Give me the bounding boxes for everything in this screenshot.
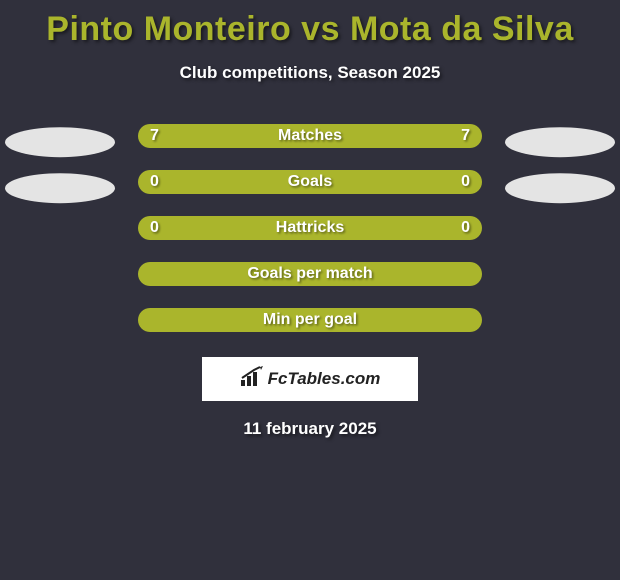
- snapshot-date: 11 february 2025: [0, 419, 620, 439]
- stat-row: Goals per match: [0, 259, 620, 305]
- stat-label: Min per goal: [263, 311, 357, 329]
- stat-label: Goals per match: [247, 265, 372, 283]
- stat-value-left: 7: [150, 127, 159, 145]
- player-right-ellipse: [505, 127, 615, 157]
- stat-value-right: 7: [461, 127, 470, 145]
- stat-value-right: 0: [461, 173, 470, 191]
- comparison-subtitle: Club competitions, Season 2025: [0, 63, 620, 83]
- chart-icon: [240, 366, 264, 393]
- stat-rows: 7 Matches 7 0 Goals 0 0 Hattricks 0 Goals per mat…: [0, 121, 620, 351]
- stat-row: 0 Goals 0: [0, 167, 620, 213]
- stat-label: Hattricks: [276, 219, 344, 237]
- logo-box: FcTables.com: [202, 357, 418, 401]
- stat-row: Min per goal: [0, 305, 620, 351]
- player-left-ellipse: [5, 173, 115, 203]
- logo-text: FcTables.com: [268, 369, 381, 389]
- stat-bar: 7 Matches 7: [138, 124, 482, 148]
- stat-bar: Min per goal: [138, 308, 482, 332]
- stat-label: Matches: [278, 127, 342, 145]
- stat-bar: Goals per match: [138, 262, 482, 286]
- stat-row: 0 Hattricks 0: [0, 213, 620, 259]
- stat-row: 7 Matches 7: [0, 121, 620, 167]
- player-left-ellipse: [5, 127, 115, 157]
- stat-value-left: 0: [150, 219, 159, 237]
- stat-bar: 0 Hattricks 0: [138, 216, 482, 240]
- stat-value-right: 0: [461, 219, 470, 237]
- stat-value-left: 0: [150, 173, 159, 191]
- stat-bar: 0 Goals 0: [138, 170, 482, 194]
- player-right-ellipse: [505, 173, 615, 203]
- comparison-title: Pinto Monteiro vs Mota da Silva: [0, 0, 620, 49]
- stat-label: Goals: [288, 173, 332, 191]
